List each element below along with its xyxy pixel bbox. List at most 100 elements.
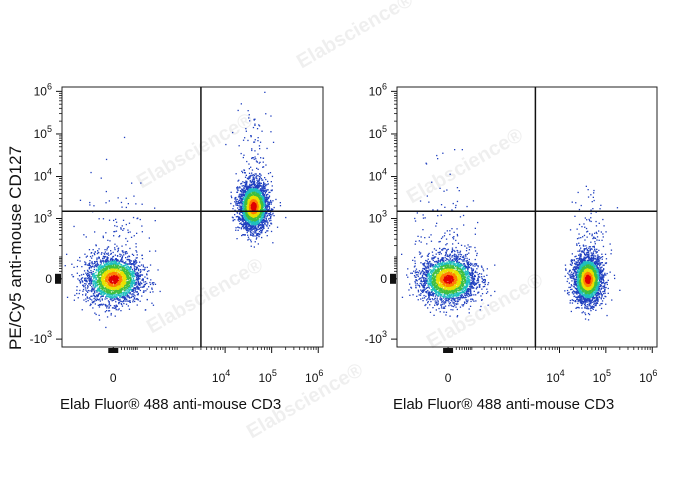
event-dot — [109, 269, 111, 271]
event-dot — [102, 286, 105, 289]
event-dot — [117, 286, 119, 289]
event-dot — [246, 208, 249, 210]
event-dot — [106, 270, 108, 272]
event-dot — [258, 230, 261, 233]
event-dot — [109, 263, 111, 265]
event-dot — [256, 184, 258, 186]
event-dot — [98, 319, 101, 321]
event-dot — [247, 239, 249, 241]
event-dot — [106, 264, 108, 266]
event-dot — [126, 267, 128, 269]
event-dot — [232, 208, 234, 210]
event-dot — [246, 180, 248, 183]
event-dot — [87, 291, 89, 293]
event-dot — [107, 310, 110, 312]
event-dot — [134, 268, 136, 270]
event-dot — [254, 183, 256, 186]
event-dot — [268, 207, 271, 209]
event-dot — [122, 286, 124, 288]
event-dot — [85, 277, 87, 279]
event-dot — [113, 286, 115, 288]
event-dot — [245, 224, 247, 226]
event-dot — [264, 196, 266, 198]
event-dot — [102, 282, 105, 285]
event-dot — [123, 291, 125, 294]
event-dot — [242, 171, 244, 174]
event-dot — [92, 284, 94, 286]
event-dot — [263, 181, 265, 183]
event-dot — [232, 205, 235, 207]
event-dot — [82, 290, 84, 292]
event-dot — [240, 218, 242, 221]
event-dot — [131, 280, 133, 282]
event-dot — [123, 298, 126, 301]
event-dot — [270, 181, 272, 183]
event-dot — [115, 218, 117, 220]
event-dot — [250, 220, 252, 223]
event-dot — [237, 219, 239, 221]
event-dot — [264, 187, 266, 189]
event-dot — [108, 301, 110, 303]
event-dot — [95, 285, 97, 287]
event-dot — [257, 243, 259, 245]
event-dot — [262, 226, 265, 228]
event-dot — [89, 255, 92, 258]
event-dot — [107, 253, 109, 255]
event-dot — [78, 279, 80, 281]
event-dot — [103, 279, 105, 281]
event-dot — [111, 268, 113, 271]
event-dot — [121, 284, 123, 286]
event-dot — [90, 269, 92, 272]
event-dot — [132, 277, 135, 279]
event-dot — [258, 193, 261, 196]
event-dot — [252, 183, 254, 185]
event-dot — [95, 290, 97, 292]
event-dot — [113, 219, 115, 222]
event-dot — [98, 304, 101, 306]
event-dot — [247, 221, 249, 223]
event-dot — [250, 194, 252, 196]
event-dot — [87, 297, 89, 299]
event-dot — [85, 289, 87, 291]
event-dot — [270, 201, 273, 203]
event-dot — [106, 247, 108, 249]
event-dot — [120, 263, 122, 266]
event-dot — [250, 211, 252, 214]
event-dot — [105, 190, 107, 193]
event-dot — [237, 180, 239, 182]
event-dot — [120, 269, 122, 271]
event-dot — [83, 279, 86, 282]
event-dot — [119, 271, 121, 273]
event-dot — [120, 264, 123, 266]
event-dot — [81, 280, 83, 282]
event-dot — [98, 306, 101, 308]
event-dot — [255, 232, 257, 234]
event-dot — [244, 205, 246, 207]
event-dot — [256, 220, 258, 222]
event-dot — [113, 278, 115, 280]
event-dot — [93, 252, 95, 255]
event-dot — [94, 275, 97, 277]
event-dot — [103, 281, 105, 283]
event-dot — [92, 276, 94, 278]
event-dot — [122, 276, 125, 278]
event-dot — [258, 233, 260, 235]
event-dot — [87, 272, 89, 274]
event-dot — [142, 291, 145, 293]
event-dot — [118, 293, 120, 295]
event-dot — [245, 128, 247, 130]
event-dot — [131, 283, 134, 286]
event-dot — [79, 199, 82, 201]
event-dot — [132, 270, 134, 273]
event-dot — [259, 194, 261, 196]
event-dot — [119, 299, 121, 301]
event-dot — [271, 209, 273, 211]
event-dot — [250, 181, 252, 183]
event-dot — [92, 265, 94, 267]
event-dot — [114, 282, 116, 284]
event-dot — [258, 225, 260, 227]
event-dot — [245, 228, 247, 230]
event-dot — [119, 253, 121, 255]
event-dot — [107, 281, 109, 283]
event-dot — [91, 288, 93, 290]
